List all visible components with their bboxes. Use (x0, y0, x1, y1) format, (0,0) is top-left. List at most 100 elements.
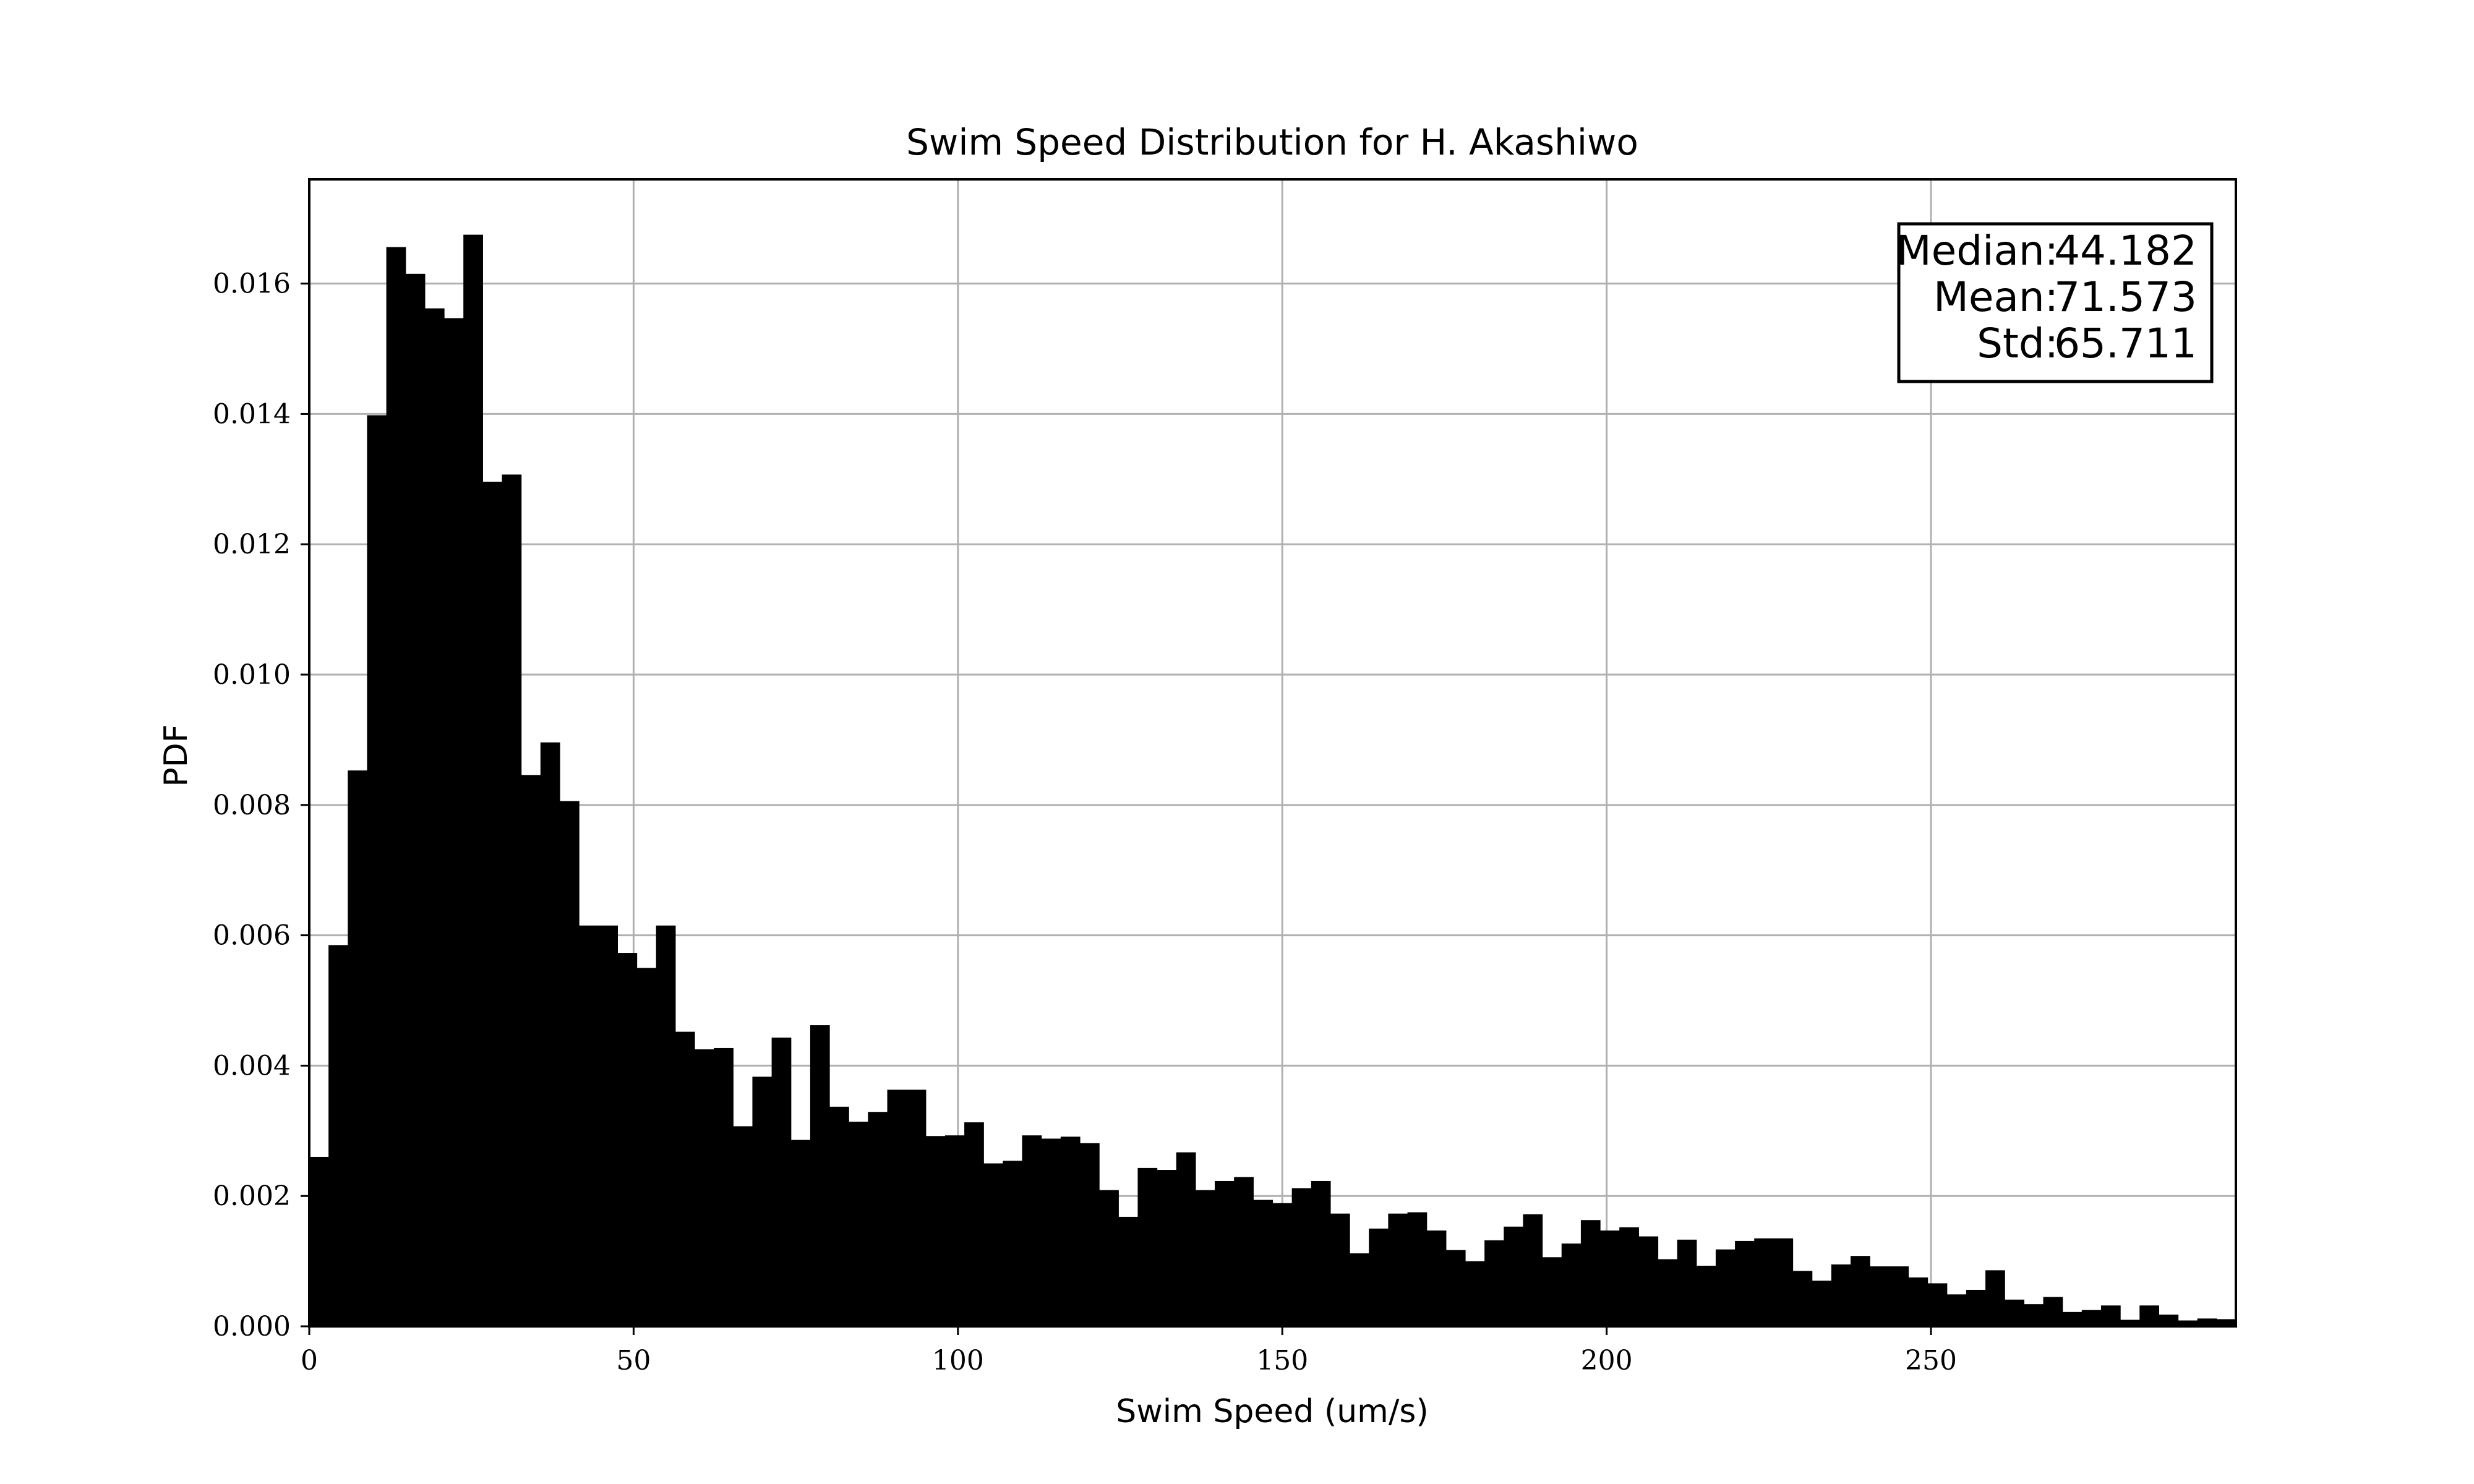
histogram-bar (1677, 1239, 1697, 1326)
histogram-bar (2062, 1311, 2082, 1326)
histogram-bar (1176, 1152, 1196, 1326)
histogram-bar (1195, 1190, 1215, 1326)
histogram-bar (868, 1112, 888, 1326)
x-tick-label: 50 (616, 1345, 651, 1376)
histogram-bar (675, 1031, 695, 1326)
histogram-bar (1291, 1188, 1312, 1326)
histogram-bar (1696, 1265, 1716, 1326)
histogram-bar (1234, 1177, 1254, 1326)
x-tick-label: 200 (1581, 1345, 1633, 1376)
histogram-bar (1137, 1167, 1158, 1326)
y-tick-label: 0.012 (213, 529, 291, 560)
histogram-bar (771, 1038, 792, 1326)
histogram-bar (521, 775, 541, 1326)
y-tick-label: 0.006 (213, 920, 291, 952)
chart-title: Swim Speed Distribution for H. Akashiwo (906, 121, 1638, 163)
histogram-bar (482, 482, 503, 1327)
histogram-bar (695, 1049, 714, 1326)
plot-area-frame (308, 178, 2237, 1328)
histogram-bar (1831, 1264, 1851, 1326)
histogram-bar (944, 1135, 965, 1326)
histogram-bar (1426, 1230, 1447, 1326)
histogram-bar (733, 1126, 753, 1326)
histogram-bar (1388, 1213, 1408, 1326)
y-tick-label: 0.008 (213, 790, 291, 821)
stat-mean-value: 71.573 (2054, 273, 2197, 321)
histogram-bar (1754, 1238, 1774, 1326)
histogram-bar (1870, 1266, 1890, 1326)
x-tick-label: 150 (1256, 1345, 1308, 1376)
stat-std-value: 65.711 (2054, 320, 2197, 367)
histogram-bar (1966, 1289, 1986, 1326)
histogram-bar (405, 273, 426, 1327)
histogram-bar (1407, 1212, 1427, 1326)
histogram-bar (829, 1106, 849, 1326)
axis-ticks: 0 50 100 150 200 250 0.000 0.002 0.004 0.006 0.008… (213, 268, 1957, 1376)
histogram-bar (1600, 1230, 1620, 1326)
histogram-bar (348, 770, 368, 1326)
histogram-bar (1523, 1214, 1543, 1326)
histogram-bar (1658, 1259, 1678, 1326)
histogram-bar (810, 1025, 830, 1326)
x-tick-label: 250 (1905, 1345, 1957, 1376)
histogram-bars (309, 234, 2236, 1327)
histogram-bar (887, 1090, 907, 1326)
histogram-bar (714, 1047, 734, 1326)
histogram-bar (1099, 1190, 1119, 1326)
y-tick-label: 0.016 (213, 268, 291, 300)
histogram-bar (2178, 1320, 2198, 1326)
histogram-bar (559, 801, 580, 1326)
histogram-bar (1465, 1261, 1485, 1326)
histogram-bar (1985, 1270, 2005, 1326)
histogram-bar (444, 318, 464, 1327)
y-tick-label: 0.010 (213, 659, 291, 691)
x-tick-label: 0 (301, 1345, 318, 1376)
histogram-bar (1118, 1216, 1139, 1326)
histogram-bar (424, 308, 445, 1326)
histogram-bar (1022, 1135, 1042, 1326)
histogram-bar (1215, 1180, 1235, 1326)
histogram-bar (1445, 1250, 1466, 1326)
histogram-bar (328, 945, 348, 1326)
histogram-bar (1715, 1249, 1736, 1326)
histogram-bar (1369, 1228, 1389, 1326)
histogram-bar (636, 968, 657, 1326)
histogram-bar (1272, 1203, 1293, 1326)
histogram-bar (2159, 1315, 2179, 1326)
stats-legend-box: Median: 44.182 Mean: 71.573 Std: 65.711 (1896, 222, 2214, 383)
histogram-bar (2024, 1304, 2044, 1326)
histogram-bar (1253, 1200, 1273, 1326)
histogram-bar (2100, 1305, 2121, 1326)
stats-legend-frame (1897, 222, 2214, 383)
y-tick-label: 0.014 (213, 398, 291, 430)
histogram-bar (2120, 1320, 2140, 1326)
histogram-bar (1812, 1281, 1832, 1326)
histogram-bar (386, 247, 406, 1326)
y-tick-label: 0.000 (213, 1311, 291, 1342)
histogram-bar (1060, 1136, 1081, 1326)
stat-mean-label: Mean: (1933, 273, 2058, 321)
histogram-bar (598, 925, 618, 1326)
histogram-bar (1889, 1266, 1909, 1326)
histogram-bar (2005, 1299, 2024, 1326)
histogram-bar (1619, 1227, 1639, 1326)
histogram-bar (1927, 1283, 1948, 1326)
histogram-bar (1504, 1226, 1524, 1326)
histogram-bar (463, 234, 483, 1326)
histogram-bar (579, 925, 599, 1326)
histogram-bar (752, 1077, 773, 1326)
histogram-bar (1735, 1240, 1755, 1326)
histogram-bar (1542, 1257, 1562, 1326)
histogram-bar (1773, 1238, 1794, 1326)
histogram-bar (309, 1156, 329, 1326)
histogram-bar (1638, 1236, 1659, 1326)
histogram-bar (925, 1136, 946, 1326)
histogram-bar (790, 1140, 811, 1326)
histogram-bar (1311, 1180, 1331, 1326)
histogram-bar (2043, 1297, 2063, 1326)
histogram-bar (1330, 1213, 1350, 1326)
y-tick-label: 0.004 (213, 1050, 291, 1081)
histogram-bar (1350, 1253, 1369, 1326)
histogram-bar (2081, 1310, 2102, 1326)
histogram-bar (617, 953, 638, 1326)
